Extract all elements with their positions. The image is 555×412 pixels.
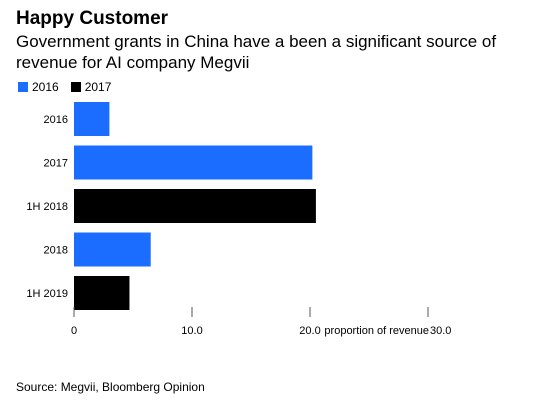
category-label: 2017 [44,158,68,170]
category-label: 1H 2019 [26,288,68,300]
legend-label-2017: 2017 [84,80,112,94]
source-note: Source: Megvii, Bloomberg Opinion [16,380,205,394]
bar-2017 [74,145,313,180]
bar-1h-2019 [74,276,130,310]
legend-swatch-2016 [18,82,28,92]
bar-2018 [74,232,151,267]
legend: 2016 2017 [18,80,123,94]
x-axis-label: proportion of revenue [324,325,429,337]
x-tick-label: 0 [71,325,77,337]
x-tick-label: 30.0 [430,325,451,337]
legend-item-2017: 2017 [70,80,112,94]
bar-1h-2018 [74,189,316,223]
category-label: 1H 2018 [26,201,68,213]
bar-2016 [74,102,110,136]
category-label: 2018 [44,245,68,257]
legend-label-2016: 2016 [32,80,59,94]
legend-item-2016: 2016 [18,80,59,94]
chart-subtitle: Government grants in China have a been a… [16,32,497,72]
x-tick-label: 10.0 [181,325,202,337]
chart-title: Happy Customer [16,8,169,29]
x-tick-label: 20.0 [299,325,320,337]
legend-swatch-2017 [70,82,81,92]
category-label: 2016 [44,114,68,126]
